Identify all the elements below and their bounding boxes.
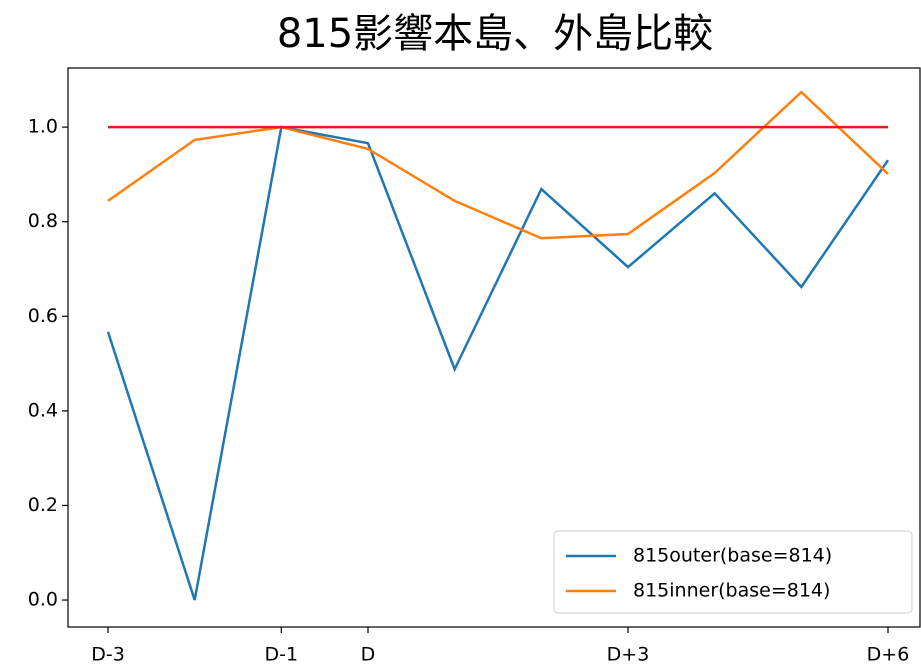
axes-frame	[67, 67, 921, 628]
x-tick-label: D+6	[867, 644, 910, 666]
y-tick-label: 0.6	[28, 305, 58, 327]
y-tick-label: 0.2	[28, 494, 58, 516]
legend-label: 815inner(base=814)	[633, 580, 830, 602]
legend-label: 815outer(base=814)	[633, 545, 832, 567]
x-tick-label: D-3	[91, 644, 125, 666]
y-tick-label: 0.0	[28, 589, 58, 611]
y-tick-label: 0.8	[28, 210, 58, 232]
legend-box	[553, 530, 913, 614]
series-line	[107, 90, 889, 240]
series-line	[106, 125, 890, 601]
x-tick-label: D	[361, 644, 376, 666]
x-tick-label: D+3	[607, 644, 650, 666]
y-tick-label: 0.4	[28, 399, 58, 421]
y-tick-label: 1.0	[28, 116, 58, 138]
chart-title: 815影響本島、外島比較	[277, 11, 713, 57]
x-tick-label: D-1	[265, 644, 299, 666]
